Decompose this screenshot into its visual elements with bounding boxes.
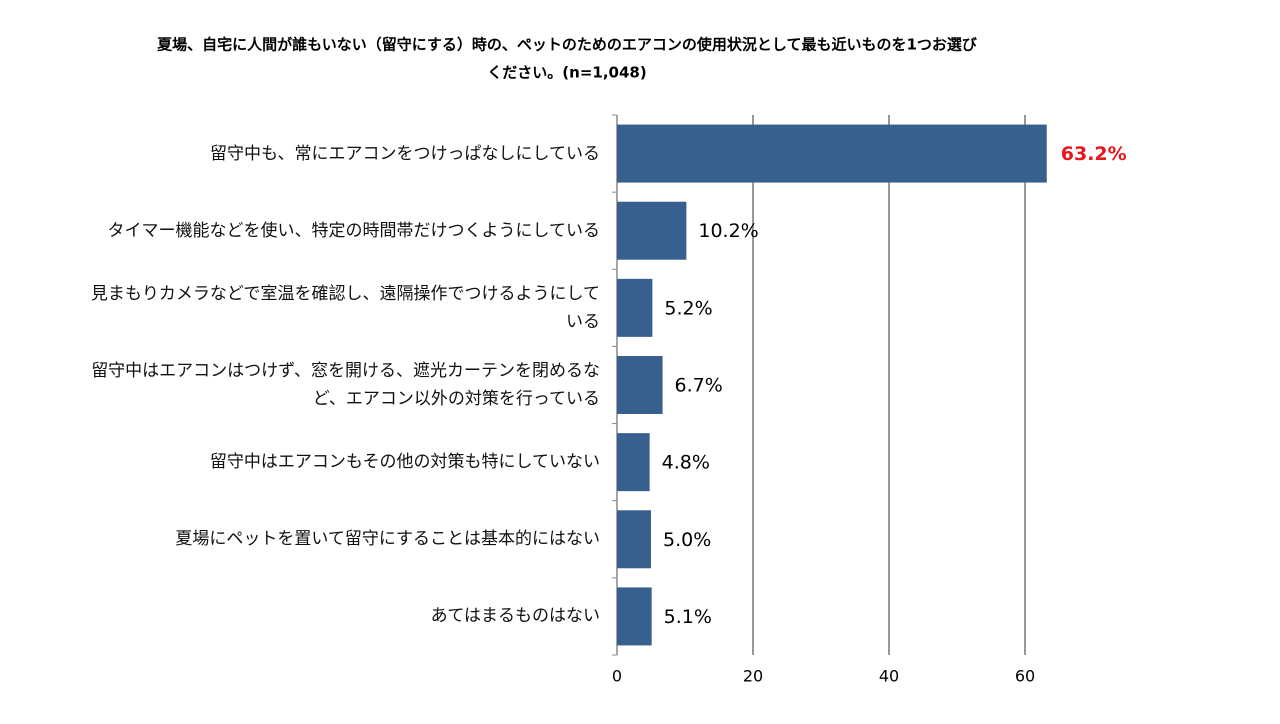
value-label: 63.2% [1061,143,1127,165]
category-label-box: あてはまるものはない [85,578,600,655]
x-tick-label: 0 [612,667,622,686]
x-tick-label: 40 [879,667,899,686]
y-tick-label-text: 見まもりカメラなどで室温を確認し、遠隔操作でつけるようにしている [90,283,600,332]
category-label-box: 留守中はエアコンはつけず、窓を開ける、遮光カーテンを閉めるなど、エアコン以外の対… [85,346,600,423]
y-tick-label-text: 留守中はエアコンもその他の対策も特にしていない [209,452,600,473]
value-label: 6.7% [675,375,723,397]
category-label-box: 留守中も、常にエアコンをつけっぱなしにしている [85,115,600,192]
value-label: 5.2% [664,297,712,319]
x-tick-label: 20 [743,667,763,686]
y-tick-label: 留守中はエアコンはつけず、窓を開ける、遮光カーテンを閉めるなど、エアコン以外の対… [85,346,600,423]
y-tick-label: 見まもりカメラなどで室温を確認し、遠隔操作でつけるようにしている [85,269,600,346]
category-label-box: 留守中はエアコンもその他の対策も特にしていない [85,424,600,501]
bar [617,587,652,646]
bar [617,124,1047,183]
x-tick-label: 60 [1015,667,1035,686]
bar [617,201,687,260]
y-tick-label-text: タイマー機能などを使い、特定の時間帯だけつくようにしている [107,220,601,241]
category-label-box: タイマー機能などを使い、特定の時間帯だけつくようにしている [85,192,601,269]
y-tick-label-text: あてはまるものはない [430,606,600,627]
value-label: 4.8% [662,452,710,474]
category-label-box: 見まもりカメラなどで室温を確認し、遠隔操作でつけるようにしている [85,269,600,346]
y-tick-label: あてはまるものはない [85,578,600,655]
value-label: 5.1% [664,606,712,628]
y-tick-label: 夏場にペットを置いて留守にすることは基本的にはない [85,501,600,578]
y-tick-label-text: 留守中はエアコンはつけず、窓を開ける、遮光カーテンを閉めるなど、エアコン以外の対… [91,360,600,409]
bar [617,356,663,414]
bar [617,510,651,569]
value-label: 10.2% [698,220,758,242]
bar [617,433,650,492]
chart-title: ください。(n=1,048) [487,64,646,82]
value-label: 5.0% [663,529,711,551]
y-tick-label-text: 留守中も、常にエアコンをつけっぱなしにしている [210,143,600,164]
chart-title: 夏場、自宅に人間が誰もいない（留守にする）時の、ペットのためのエアコンの使用状況… [156,36,977,54]
y-tick-label: タイマー機能などを使い、特定の時間帯だけつくようにしている [85,192,601,269]
bar [617,278,653,337]
category-label-box: 夏場にペットを置いて留守にすることは基本的にはない [85,501,600,578]
y-tick-label: 留守中も、常にエアコンをつけっぱなしにしている [85,115,600,192]
y-tick-label: 留守中はエアコンもその他の対策も特にしていない [85,424,600,501]
y-tick-label-text: 夏場にペットを置いて留守にすることは基本的にはない [175,529,600,550]
